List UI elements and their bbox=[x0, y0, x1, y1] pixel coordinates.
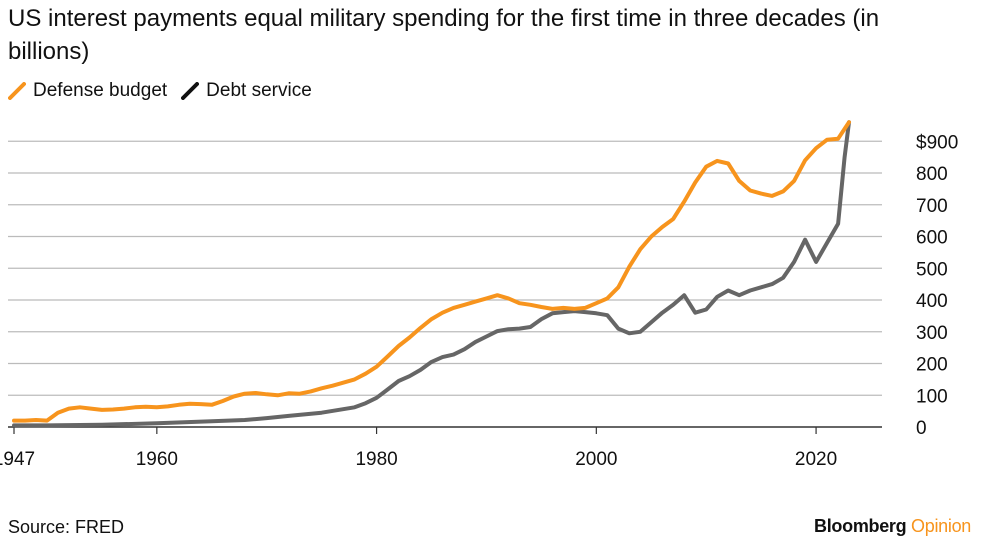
y-tick-label: 500 bbox=[916, 259, 948, 280]
brand-logo: Bloomberg Opinion bbox=[814, 516, 971, 537]
legend-label-defense: Defense budget bbox=[33, 80, 168, 101]
y-tick-label: 700 bbox=[916, 196, 948, 217]
x-tick-label: 1960 bbox=[136, 449, 178, 470]
legend-item-defense: Defense budget bbox=[8, 80, 167, 102]
legend-label-debt: Debt service bbox=[206, 80, 312, 101]
legend-item-debt: Debt service bbox=[181, 80, 312, 102]
x-tick-label: 1947 bbox=[0, 449, 35, 470]
legend-swatch-defense bbox=[8, 82, 26, 100]
series-line-debt-service bbox=[12, 120, 851, 428]
y-tick-label: $900 bbox=[916, 132, 958, 153]
y-tick-label: 600 bbox=[916, 228, 948, 249]
y-tick-label: 100 bbox=[916, 386, 948, 407]
brand-suffix: Opinion bbox=[911, 516, 971, 536]
x-tick-label: 2020 bbox=[795, 449, 837, 470]
chart-title: US interest payments equal military spen… bbox=[8, 5, 880, 65]
y-tick-label: 800 bbox=[916, 164, 948, 185]
legend-swatch-debt bbox=[181, 82, 200, 100]
y-tick-label: 0 bbox=[916, 418, 927, 439]
y-tick-label: 300 bbox=[916, 323, 948, 344]
source-note: Source: FRED bbox=[8, 517, 125, 537]
y-tick-label: 200 bbox=[916, 355, 948, 376]
x-tick-label: 2000 bbox=[575, 449, 617, 470]
series-line-defense-budget bbox=[12, 120, 851, 423]
y-tick-label: 400 bbox=[916, 291, 948, 312]
legend: Defense budget Debt service bbox=[8, 80, 326, 102]
brand-name: Bloomberg bbox=[814, 516, 907, 536]
x-tick-label: 1980 bbox=[355, 449, 397, 470]
